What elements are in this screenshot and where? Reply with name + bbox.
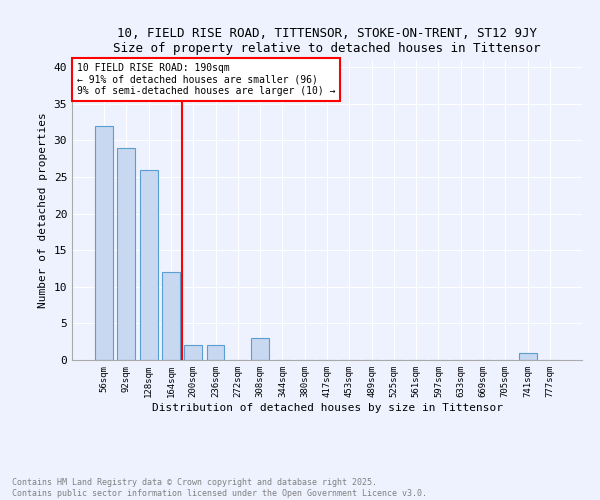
Bar bbox=[184, 346, 202, 360]
Bar bbox=[518, 352, 536, 360]
Bar bbox=[206, 346, 224, 360]
Bar bbox=[251, 338, 269, 360]
Y-axis label: Number of detached properties: Number of detached properties bbox=[38, 112, 48, 308]
Text: Contains HM Land Registry data © Crown copyright and database right 2025.
Contai: Contains HM Land Registry data © Crown c… bbox=[12, 478, 427, 498]
X-axis label: Distribution of detached houses by size in Tittensor: Distribution of detached houses by size … bbox=[151, 402, 503, 412]
Bar bbox=[95, 126, 113, 360]
Bar bbox=[162, 272, 180, 360]
Bar bbox=[140, 170, 158, 360]
Text: 10 FIELD RISE ROAD: 190sqm
← 91% of detached houses are smaller (96)
9% of semi-: 10 FIELD RISE ROAD: 190sqm ← 91% of deta… bbox=[77, 63, 335, 96]
Title: 10, FIELD RISE ROAD, TITTENSOR, STOKE-ON-TRENT, ST12 9JY
Size of property relati: 10, FIELD RISE ROAD, TITTENSOR, STOKE-ON… bbox=[113, 26, 541, 54]
Bar bbox=[118, 148, 136, 360]
